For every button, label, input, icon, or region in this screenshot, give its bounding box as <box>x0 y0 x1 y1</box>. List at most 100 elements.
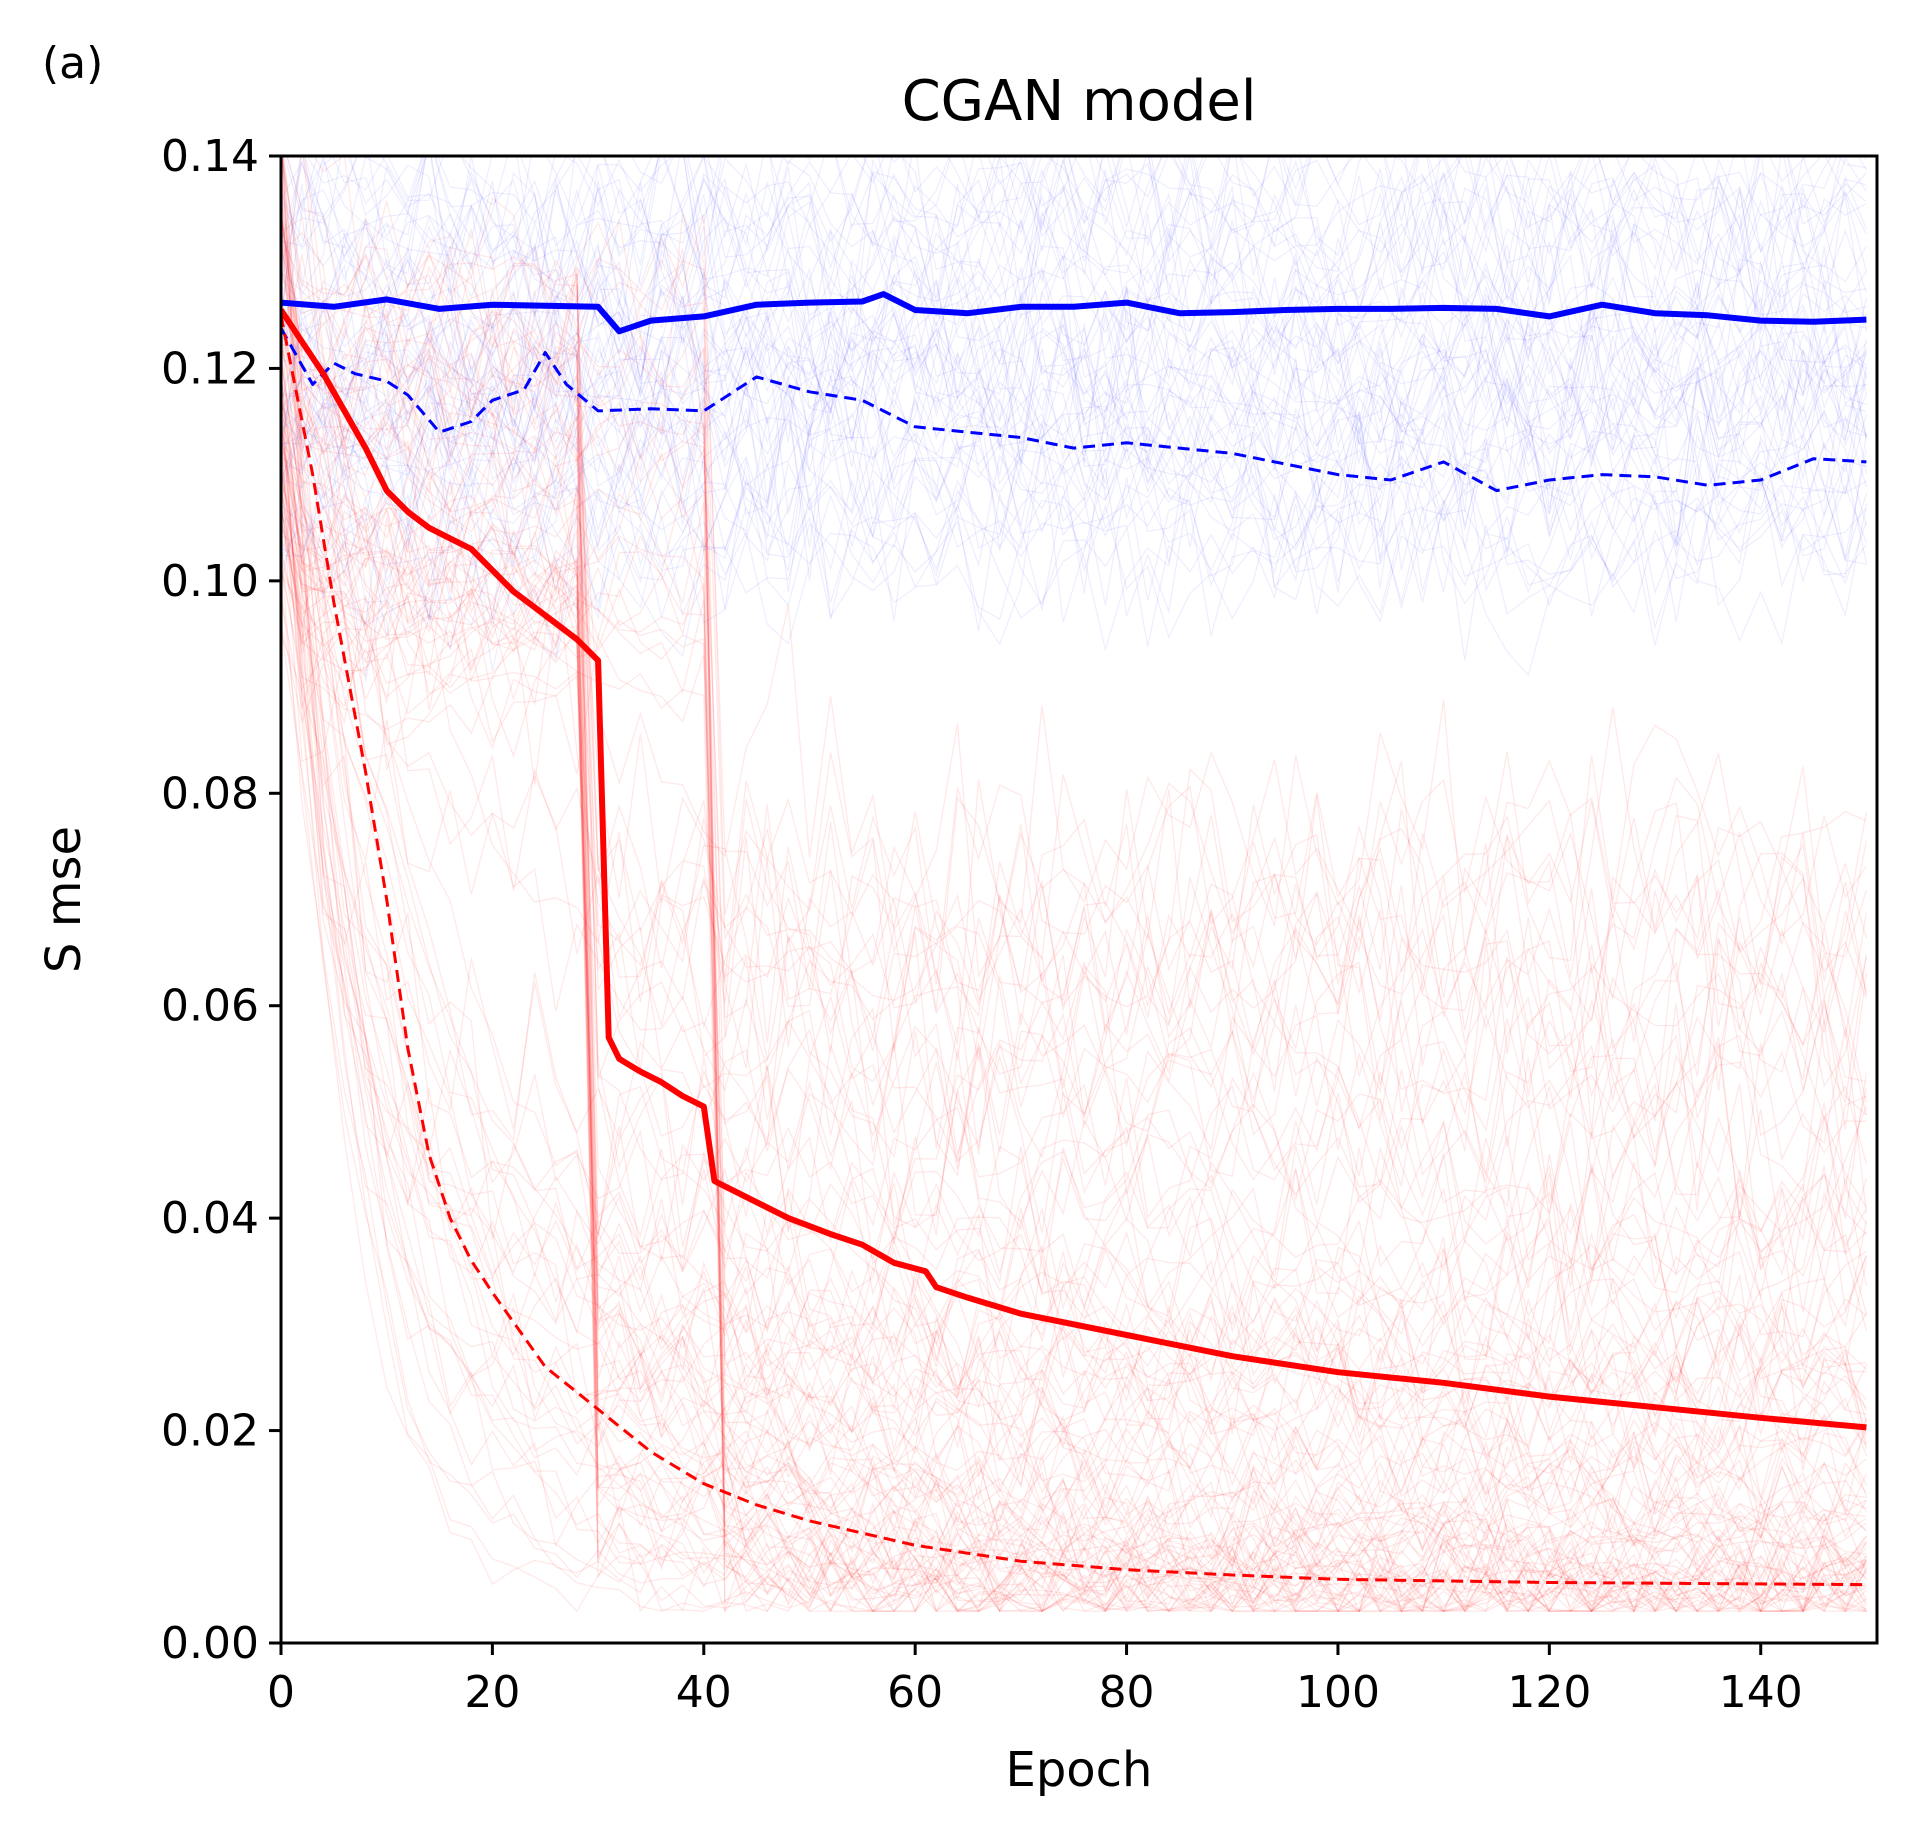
blue-run-trace <box>281 283 1867 456</box>
x-tick-label: 20 <box>464 1667 520 1718</box>
red-run-trace <box>281 548 1867 1612</box>
red-run-trace <box>281 314 1868 1515</box>
red-run-trace <box>281 360 1867 1613</box>
red-run-trace <box>281 440 1867 1596</box>
red-run-trace <box>281 520 1867 1416</box>
blue-run-trace <box>281 353 1867 563</box>
blue-run-trace <box>281 156 1867 326</box>
x-tick-label: 60 <box>887 1667 943 1718</box>
blue-run-trace <box>281 156 1867 334</box>
red-run-trace <box>282 156 1867 1334</box>
blue-run-trace <box>281 156 1867 360</box>
blue-run-trace <box>281 410 1867 610</box>
x-tick-label: 120 <box>1507 1667 1591 1718</box>
y-tick-label: 0.10 <box>161 556 259 607</box>
red-run-trace <box>281 211 1867 1613</box>
red-run-trace <box>281 232 1868 1269</box>
red-run-trace <box>281 236 1867 1446</box>
blue-run-trace <box>281 318 1867 530</box>
red-run-trace <box>281 361 1867 1613</box>
x-axis-ticks: 0 20 40 60 80 100 120 140 <box>267 1643 1803 1718</box>
blue-run-trace <box>281 240 1867 480</box>
x-tick-label: 40 <box>676 1667 732 1718</box>
y-tick-label: 0.12 <box>161 343 259 394</box>
red-run-trace <box>281 451 1868 1155</box>
blue-run-trace <box>281 366 1867 594</box>
red-run-trace <box>281 446 1867 1497</box>
red-run-trace <box>281 216 1867 1613</box>
red-run-trace <box>281 222 1867 1614</box>
blue-run-trace <box>281 156 1867 360</box>
red-run-trace <box>281 377 1868 1409</box>
red-run-trace <box>282 156 1867 1413</box>
red-run-trace <box>281 217 1868 1153</box>
red-run-trace <box>281 195 1868 1214</box>
plot-frame <box>279 154 1879 1645</box>
red-run-trace <box>281 398 1867 1574</box>
blue-run-trace <box>283 156 1867 290</box>
red-run-trace <box>281 475 1867 1613</box>
red-run-trace <box>281 399 1867 1613</box>
red-run-trace <box>281 354 1868 1408</box>
blue-run-trace <box>286 156 1867 304</box>
red-run-trace <box>281 156 1867 1613</box>
red-run-trace <box>281 510 1867 1276</box>
y-tick-label: 0.00 <box>161 1618 259 1669</box>
red-run-trace <box>281 421 1867 1614</box>
blue-run-trace <box>281 426 1867 661</box>
blue-run-trace <box>281 156 1867 299</box>
red-run-trace <box>282 156 1867 1596</box>
red-run-trace <box>281 323 1867 1477</box>
red-run-trace <box>281 451 1868 1473</box>
red-run-trace <box>281 429 1868 1077</box>
x-axis-label: Epoch <box>1006 1742 1153 1798</box>
red-run-trace <box>281 482 1867 1613</box>
red-run-trace <box>281 585 1867 1613</box>
red-run-trace <box>281 231 1868 1011</box>
blue-run-trace <box>281 380 1867 565</box>
blue-run-trace <box>281 156 1867 336</box>
red-run-trace <box>281 555 1867 1614</box>
red-run-trace <box>281 351 1867 1355</box>
background-traces <box>281 156 1868 1614</box>
blue-run-trace <box>281 274 1867 466</box>
red-run-trace <box>281 383 1867 1371</box>
series-line-red-mean <box>281 308 1867 1431</box>
blue-run-trace <box>306 156 1867 321</box>
red-run-trace <box>281 410 1867 1544</box>
red-run-trace <box>281 506 1867 1357</box>
y-tick-label: 0.04 <box>161 1193 259 1244</box>
blue-run-trace <box>281 425 1867 658</box>
blue-run-trace <box>281 327 1867 572</box>
x-tick-label: 140 <box>1719 1667 1803 1718</box>
red-run-trace <box>281 214 1868 1470</box>
blue-run-trace <box>281 156 1867 376</box>
series-line-red-best <box>281 315 1867 1587</box>
red-run-trace <box>281 436 1868 1363</box>
red-run-trace <box>304 156 1868 1045</box>
red-run-trace <box>281 156 1867 1487</box>
red-run-trace <box>281 486 1868 1148</box>
red-run-trace <box>281 633 1867 1216</box>
red-run-trace <box>281 175 1868 1500</box>
blue-run-trace <box>281 261 1867 504</box>
series-line-blue-best <box>281 327 1867 493</box>
red-run-trace <box>281 461 1867 1420</box>
blue-run-trace <box>281 156 1867 363</box>
red-run-trace <box>281 339 1868 1150</box>
y-axis-ticks: 0.00 0.02 0.04 0.06 0.08 0.10 0.12 0.14 <box>161 131 281 1669</box>
panel-label: (a) <box>42 38 104 89</box>
blue-run-trace <box>281 432 1867 682</box>
red-run-trace <box>281 156 1868 1134</box>
red-run-trace <box>281 519 1867 1613</box>
red-run-trace <box>281 156 1868 1530</box>
red-run-trace <box>281 481 1867 1587</box>
red-run-trace <box>281 168 1868 1032</box>
red-run-trace <box>281 217 1867 1613</box>
red-run-trace <box>281 163 1868 1384</box>
red-run-trace <box>281 254 1868 1174</box>
blue-run-trace <box>281 156 1867 333</box>
red-run-trace <box>282 156 1867 1534</box>
series-line-blue-mean <box>281 291 1867 335</box>
